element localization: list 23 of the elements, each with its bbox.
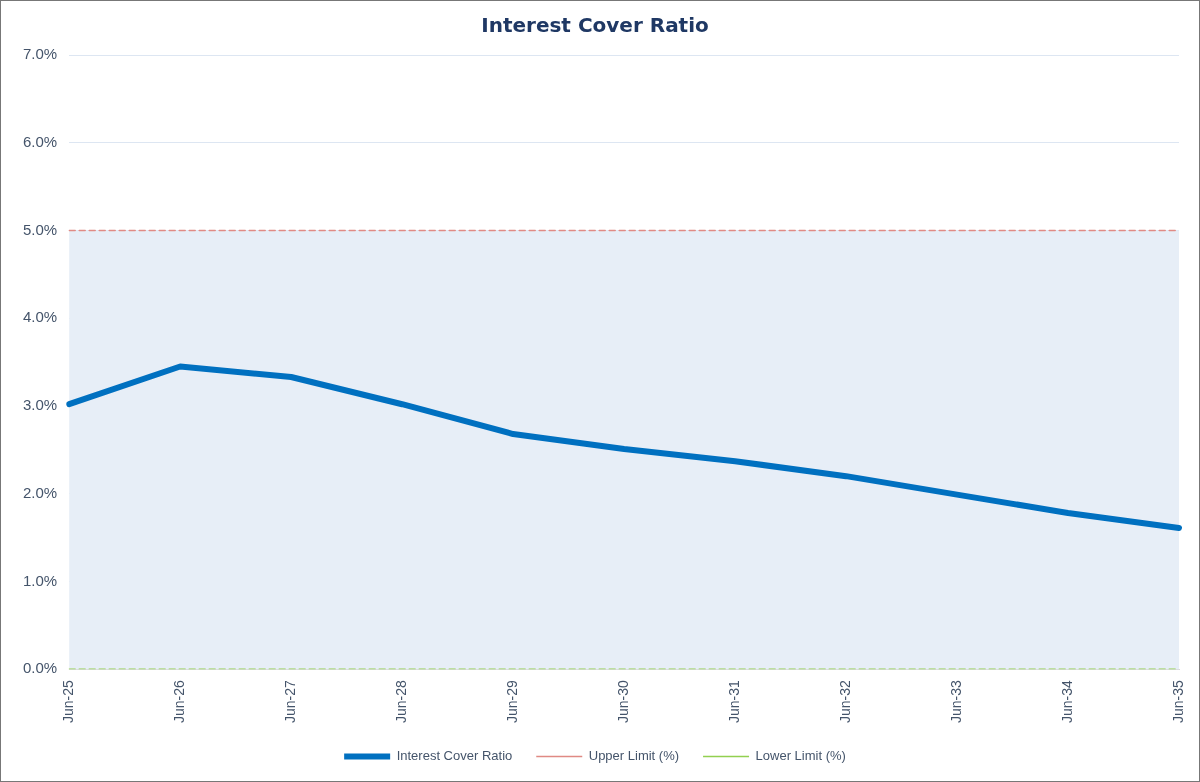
x-tick-label: Jun-28 — [392, 679, 409, 724]
y-tick-label: 4.0% — [22, 308, 58, 326]
chart-title: Interest Cover Ratio — [481, 13, 709, 38]
x-tick-label: Jun-33 — [947, 679, 964, 724]
y-tick-label: 0.0% — [22, 659, 58, 677]
y-tick-label: 5.0% — [22, 220, 58, 238]
x-tick-label: Jun-29 — [503, 679, 520, 724]
y-tick-label: 6.0% — [22, 132, 58, 150]
x-tick-label: Jun-25 — [60, 679, 77, 724]
x-tick-label: Jun-31 — [725, 679, 742, 724]
x-tick-label: Jun-30 — [614, 679, 631, 724]
x-tick-label: Jun-34 — [1058, 679, 1075, 724]
x-tick-label: Jun-26 — [171, 679, 188, 724]
x-tick-label: Jun-27 — [282, 679, 299, 724]
legend-label: Upper Limit (%) — [588, 748, 680, 764]
legend-label: Interest Cover Ratio — [396, 748, 513, 764]
y-tick-label: 3.0% — [22, 396, 58, 414]
legend-label: Lower Limit (%) — [755, 748, 846, 764]
y-tick-label: 1.0% — [22, 571, 58, 589]
y-tick-label: 2.0% — [22, 483, 58, 501]
x-tick-label: Jun-32 — [836, 679, 853, 724]
x-tick-label: Jun-35 — [1169, 679, 1186, 724]
y-tick-label: 7.0% — [22, 45, 58, 63]
